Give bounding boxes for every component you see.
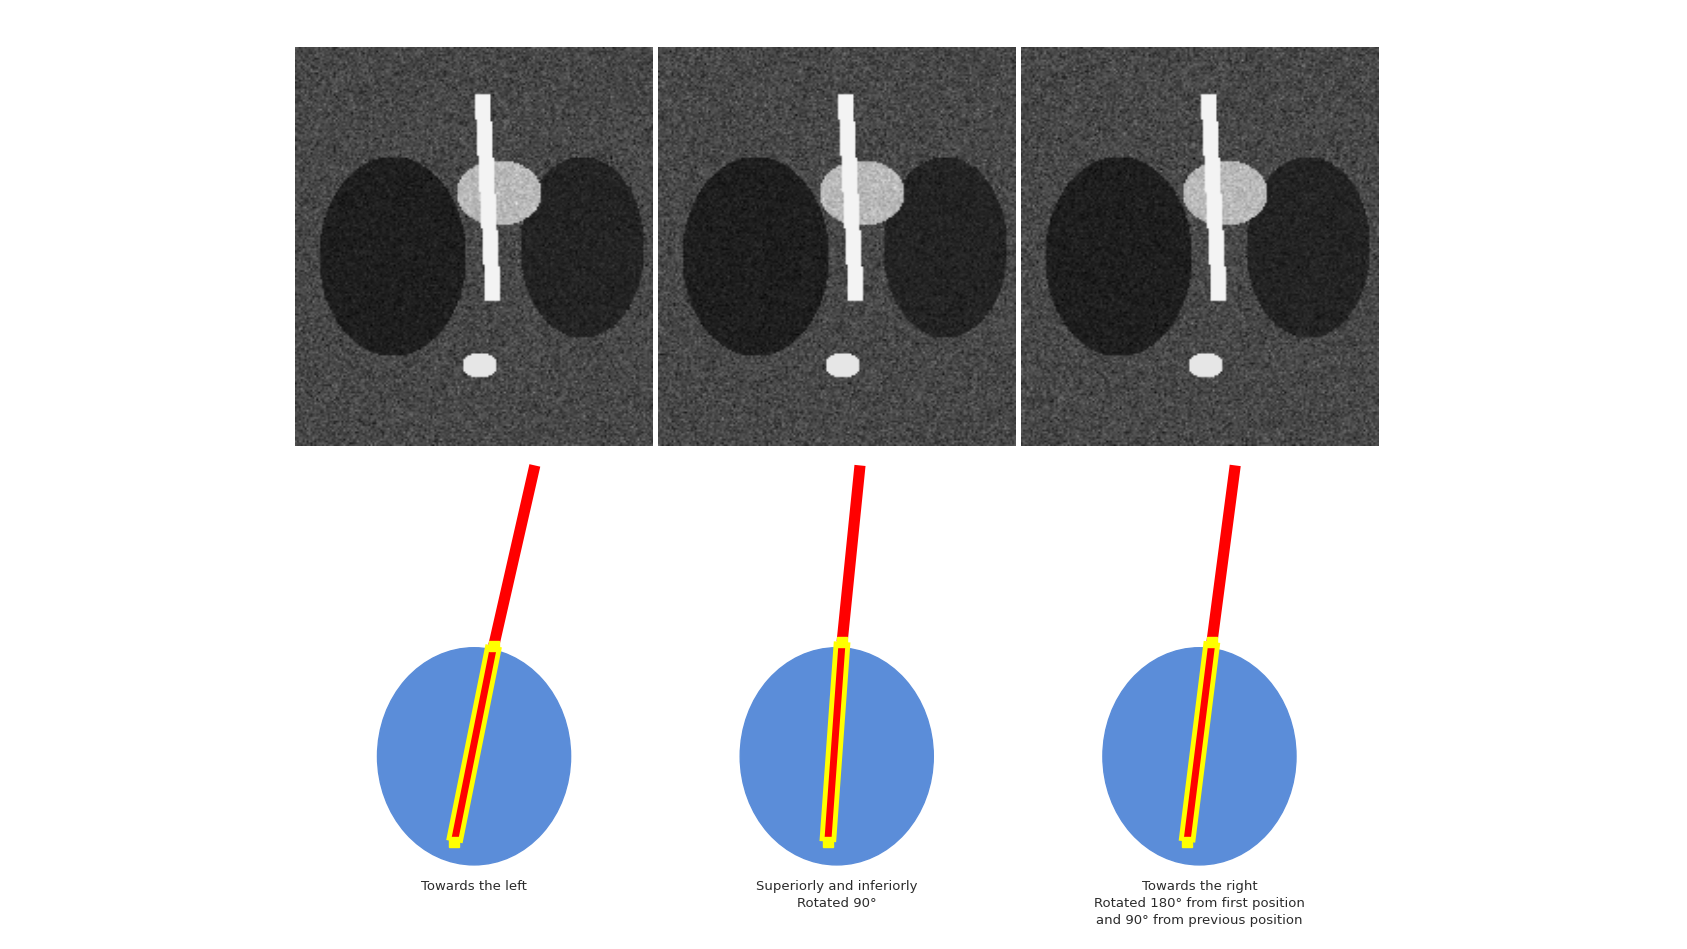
Text: Superiorly and inferiorly
Rotated 90°: Superiorly and inferiorly Rotated 90° (756, 881, 918, 910)
Ellipse shape (378, 648, 570, 865)
Ellipse shape (1103, 648, 1296, 865)
Ellipse shape (741, 648, 933, 865)
Text: Towards the right
Rotated 180° from first position
and 90° from previous positio: Towards the right Rotated 180° from firs… (1093, 881, 1304, 927)
Text: Towards the left: Towards the left (422, 881, 526, 893)
